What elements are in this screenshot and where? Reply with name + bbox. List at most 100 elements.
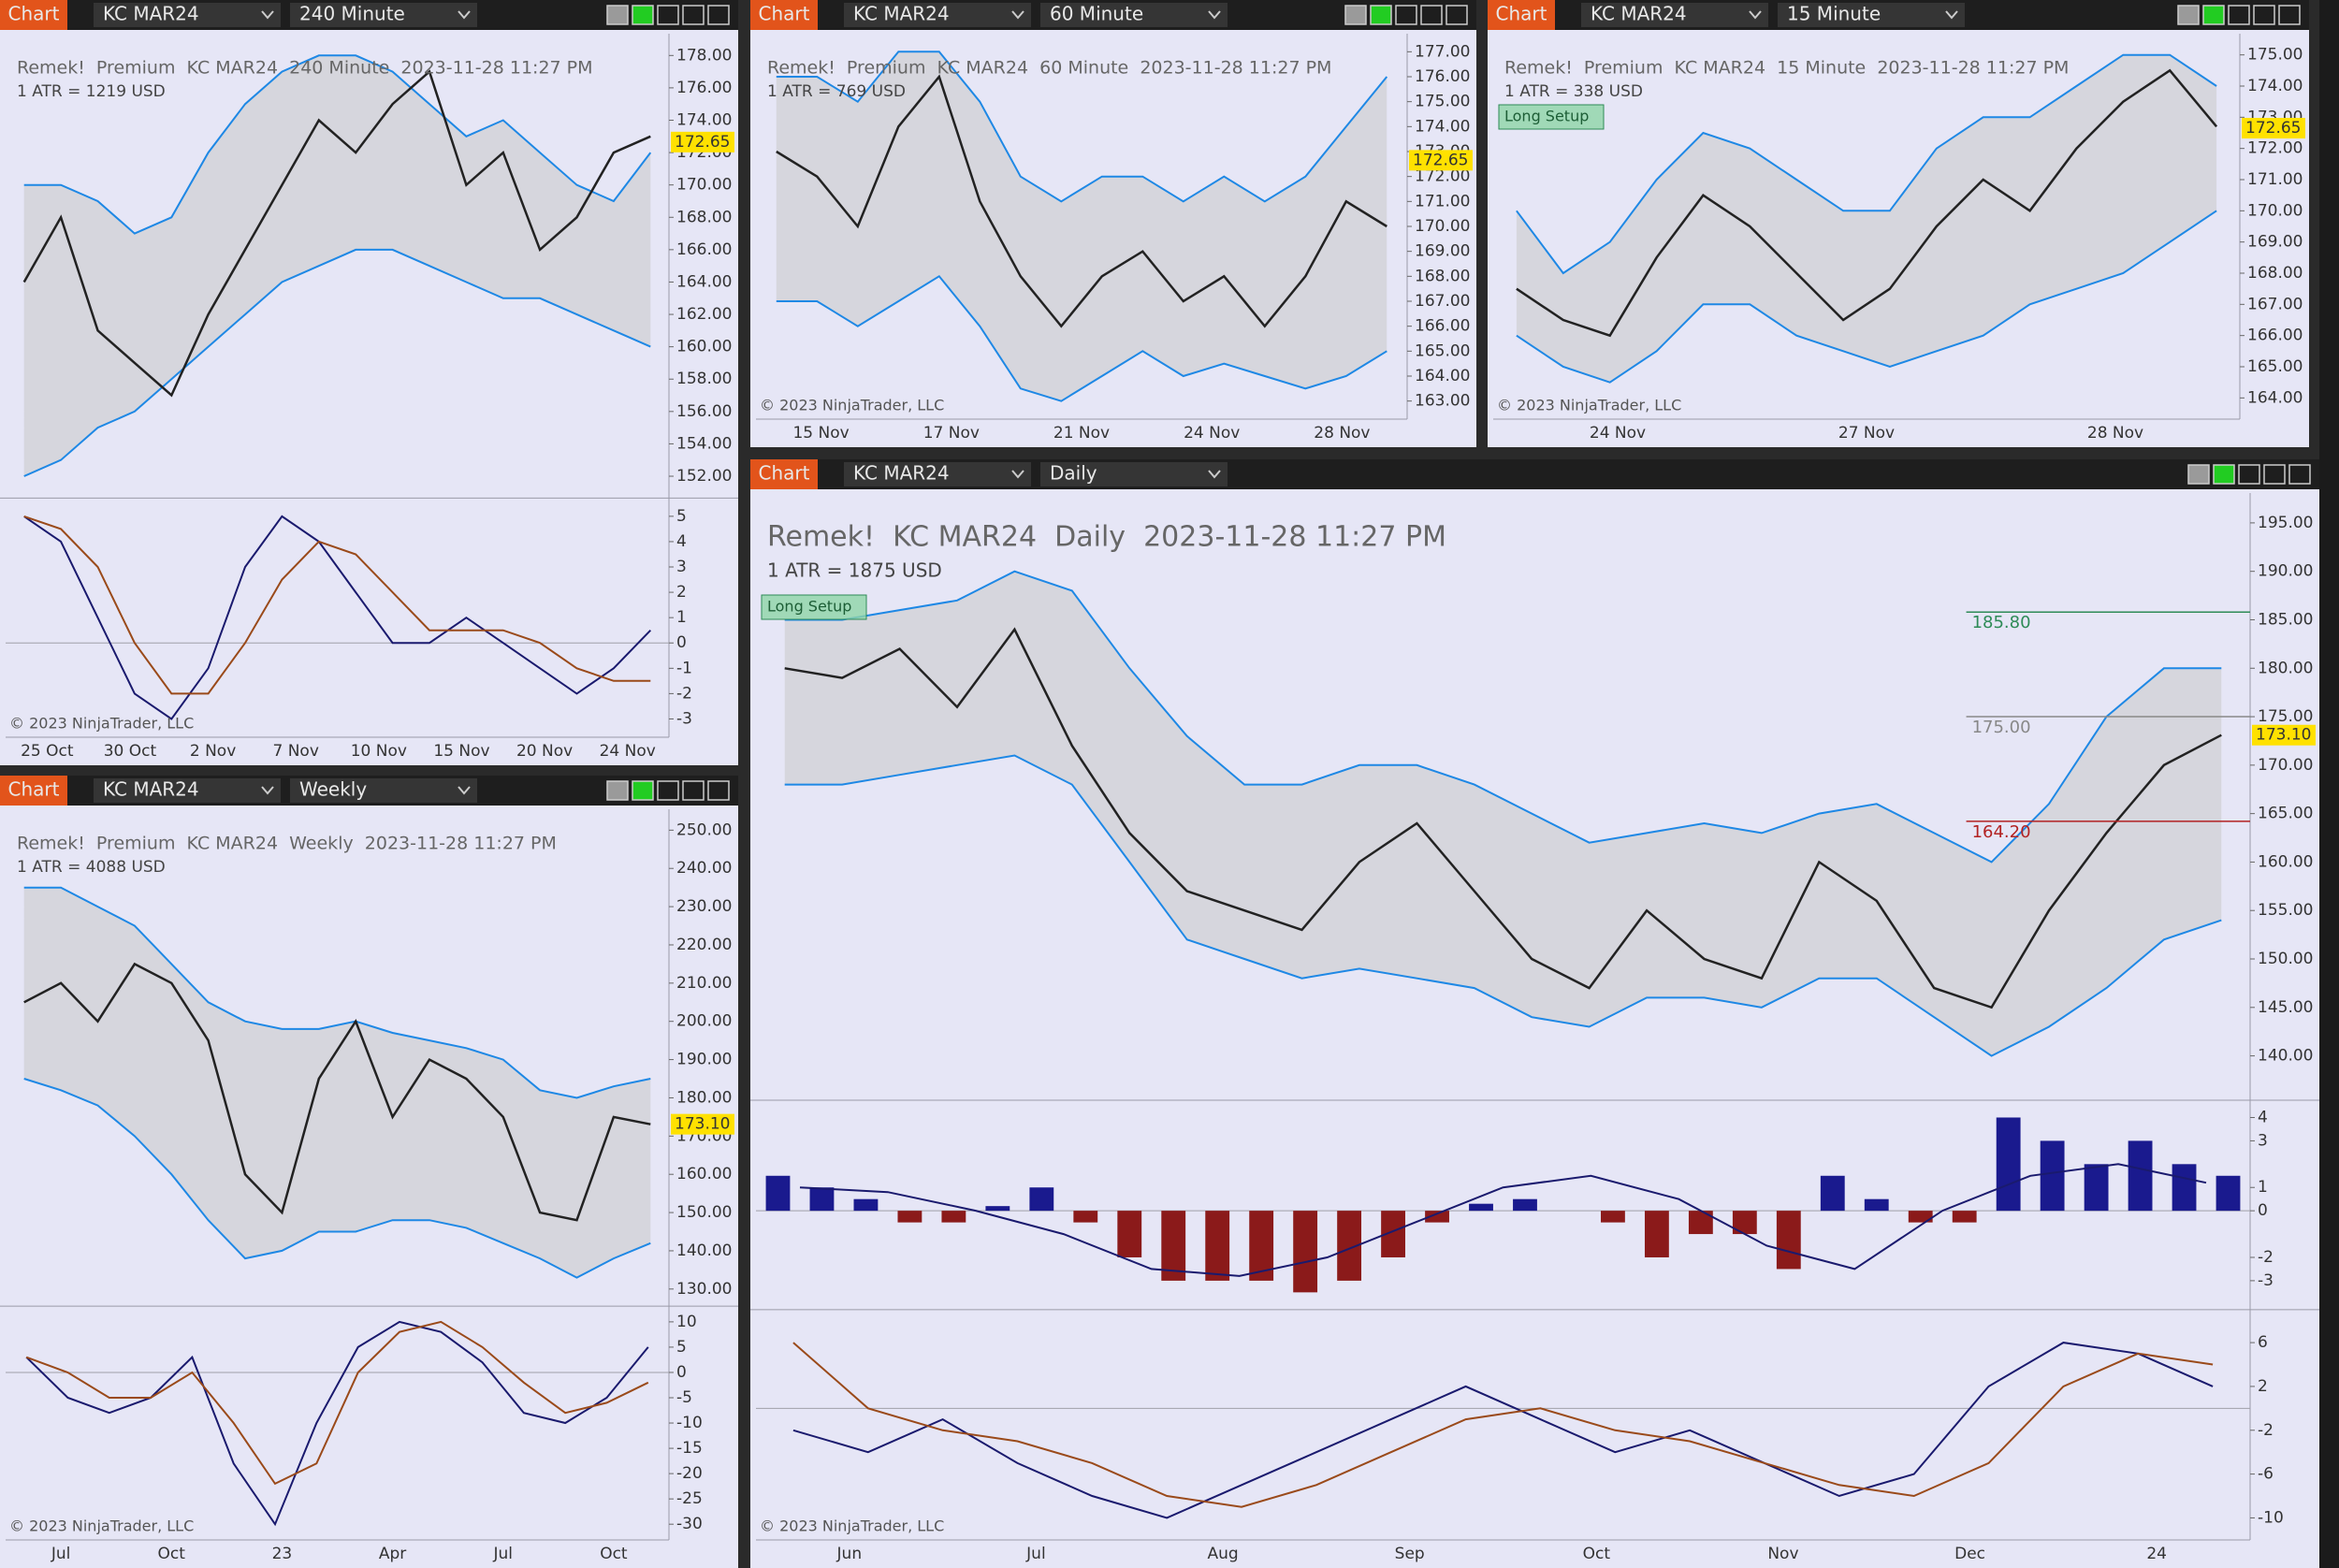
y-tick-label: 164.00 — [676, 272, 732, 291]
x-tick-label: Apr — [379, 1545, 406, 1563]
window-button[interactable] — [707, 780, 730, 801]
window-button[interactable] — [1370, 5, 1392, 25]
atr-label: 1 ATR = 338 USD — [1504, 82, 1643, 101]
x-tick-label: 21 Nov — [1053, 424, 1110, 443]
y-tick-label: 240.00 — [676, 859, 732, 878]
histogram-bar — [1996, 1117, 2021, 1212]
last-price-marker — [671, 131, 734, 152]
x-tick-label: Jul — [492, 1545, 513, 1563]
band-line — [23, 248, 651, 477]
window-button[interactable] — [1344, 5, 1367, 25]
chart-button[interactable] — [750, 459, 818, 489]
y-tick-label: 162.00 — [676, 305, 732, 324]
histogram-bar — [897, 1211, 923, 1223]
symbol-dropdown[interactable] — [94, 778, 281, 803]
y-tick-label: 2 — [2258, 1377, 2268, 1396]
side-panel — [2319, 0, 2339, 1568]
y-tick-label: 0 — [676, 633, 687, 652]
oscillator-line — [23, 515, 652, 720]
chart-button[interactable] — [0, 776, 67, 806]
interval-dropdown[interactable] — [1778, 3, 1965, 27]
window-button[interactable] — [2187, 464, 2210, 485]
symbol-dropdown[interactable] — [94, 3, 281, 27]
x-tick-label: 25 Oct — [21, 742, 74, 761]
last-price-marker — [1409, 150, 1473, 171]
y-tick-label: 165.00 — [1415, 341, 1470, 360]
interval-dropdown[interactable] — [1040, 3, 1228, 27]
window-button[interactable] — [2288, 464, 2311, 485]
target-label: 175.00 — [1972, 718, 2031, 737]
interval: 60 Minute — [1050, 3, 1143, 25]
window-button[interactable] — [2177, 5, 2200, 25]
y-tick-label: 170.00 — [2258, 756, 2313, 775]
histogram-bar — [941, 1211, 966, 1223]
chart-button[interactable] — [1488, 0, 1555, 30]
interval-dropdown[interactable] — [290, 778, 477, 803]
y-tick-label: 165.00 — [2258, 805, 2313, 823]
window-button[interactable] — [2253, 5, 2275, 25]
window-button[interactable] — [2213, 464, 2235, 485]
chart-button[interactable] — [0, 0, 67, 30]
x-tick-label: Oct — [1583, 1545, 1611, 1563]
y-tick-label: 10 — [676, 1313, 697, 1331]
y-tick-label: 166.00 — [2247, 327, 2303, 345]
y-tick-label: 160.00 — [2258, 852, 2313, 871]
window-button[interactable] — [1395, 5, 1417, 25]
interval-dropdown[interactable] — [290, 3, 477, 27]
y-tick-label: 154.00 — [676, 434, 732, 453]
band-fill — [776, 51, 1387, 401]
y-tick-label: 230.00 — [676, 897, 732, 916]
band-line — [1516, 210, 2217, 384]
copyright: © 2023 NinjaTrader, LLC — [9, 1517, 194, 1535]
y-tick-label: 164.00 — [2247, 388, 2303, 407]
symbol-dropdown[interactable] — [844, 3, 1031, 27]
y-tick-label: 166.00 — [676, 240, 732, 259]
histogram-bar — [2040, 1140, 2065, 1212]
chart-button[interactable] — [750, 0, 818, 30]
window-button[interactable] — [1420, 5, 1443, 25]
dropdown-arrow — [1945, 10, 1958, 20]
price-line — [784, 627, 2222, 1009]
window-button[interactable] — [657, 5, 679, 25]
dropdown-arrow — [1208, 10, 1221, 20]
copyright: © 2023 NinjaTrader, LLC — [9, 715, 194, 733]
histogram-bar — [1469, 1203, 1493, 1212]
price-line — [1516, 68, 2218, 338]
chart-header: Remek! Premium KC MAR24 240 Minute 2023-… — [17, 58, 593, 79]
atr-label: 1 ATR = 769 USD — [767, 82, 906, 101]
window-button[interactable] — [2263, 464, 2286, 485]
interval-dropdown[interactable] — [1040, 462, 1228, 486]
price-line — [776, 74, 1387, 328]
setup-tag-label: Long Setup — [767, 598, 851, 616]
x-tick-label: 24 Nov — [600, 742, 656, 761]
window-button[interactable] — [2202, 5, 2225, 25]
dropdown-arrow — [261, 786, 274, 795]
window-button[interactable] — [682, 780, 705, 801]
y-tick-label: 175.00 — [2258, 707, 2313, 726]
window-button[interactable] — [2278, 5, 2301, 25]
symbol-dropdown[interactable] — [844, 462, 1031, 486]
y-tick-label: 5 — [676, 1338, 687, 1357]
window-button[interactable] — [606, 780, 629, 801]
window-button[interactable] — [632, 780, 654, 801]
histogram-bar — [1952, 1211, 1977, 1223]
y-tick-label: 156.00 — [676, 402, 732, 421]
window-button[interactable] — [707, 5, 730, 25]
copyright: © 2023 NinjaTrader, LLC — [760, 1517, 944, 1535]
chart-header: Remek! Premium KC MAR24 15 Minute 2023-1… — [1504, 58, 2069, 79]
y-tick-label: 168.00 — [2247, 264, 2303, 283]
y-tick-label: 145.00 — [2258, 998, 2313, 1017]
window-button[interactable] — [1446, 5, 1468, 25]
window-button[interactable] — [682, 5, 705, 25]
x-tick-label: Jun — [836, 1545, 863, 1563]
window-button[interactable] — [2238, 464, 2260, 485]
y-tick-label: 172.00 — [2247, 139, 2303, 158]
window-button[interactable] — [606, 5, 629, 25]
window-button[interactable] — [657, 780, 679, 801]
window-button[interactable] — [2228, 5, 2250, 25]
window-button[interactable] — [632, 5, 654, 25]
symbol-dropdown[interactable] — [1581, 3, 1768, 27]
y-tick-label: 174.00 — [2247, 77, 2303, 95]
histogram-bar — [1776, 1211, 1801, 1270]
